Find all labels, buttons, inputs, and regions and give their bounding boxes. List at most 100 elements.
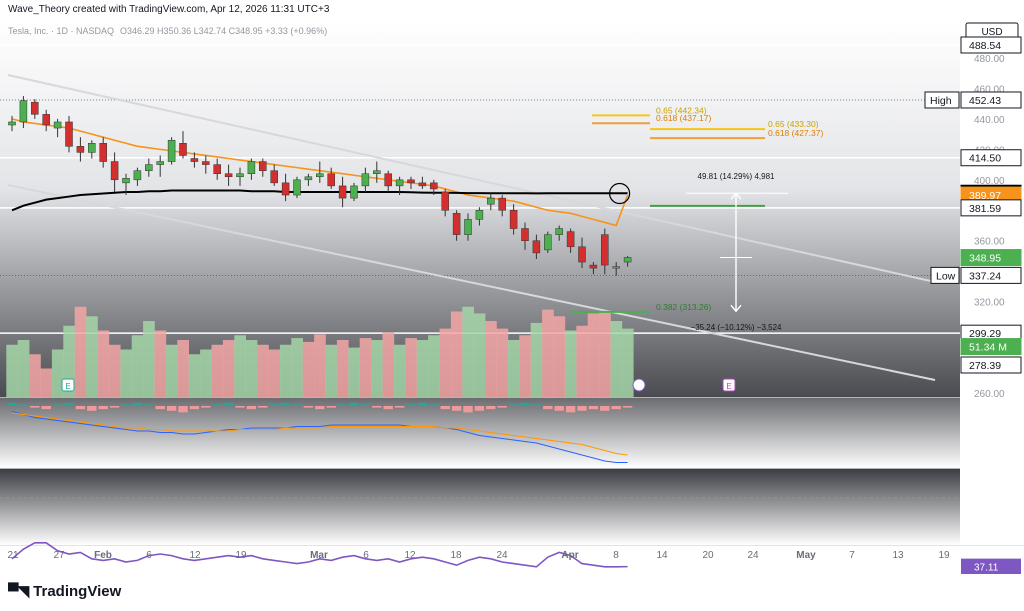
- volume-bar: [610, 321, 623, 397]
- macd-histogram-bar: [121, 404, 131, 406]
- candle-body: [555, 228, 563, 235]
- macd-histogram-bar: [440, 406, 450, 410]
- measure-up-label: 49.81 (14.29%) 4,981: [698, 172, 775, 181]
- candle-body: [498, 197, 506, 211]
- macd-histogram-bar: [520, 402, 530, 406]
- macd-histogram-bar: [292, 404, 302, 406]
- price-label-badge: [960, 338, 1022, 356]
- macd-histogram-bar: [543, 406, 553, 410]
- candle-body: [31, 101, 39, 115]
- date-tick: 12: [404, 550, 416, 561]
- candle-body: [509, 210, 518, 229]
- arrow-head-down: [730, 304, 742, 313]
- volume-bar: [428, 335, 440, 397]
- candle-body: [156, 161, 164, 165]
- macd-histogram-bar: [87, 406, 97, 411]
- lightning-icon: [632, 378, 646, 392]
- candle-body: [464, 219, 472, 235]
- price-tick: 440.00: [974, 115, 1005, 126]
- channel-upper-line: [7, 74, 936, 283]
- macd-histogram-bar: [246, 406, 257, 410]
- volume-bar: [473, 313, 486, 397]
- candle-body: [487, 197, 495, 205]
- volume-bar: [599, 311, 611, 397]
- volume-bar: [336, 340, 349, 397]
- volume-bar: [507, 340, 520, 397]
- date-tick: Mar: [310, 550, 328, 561]
- price-label-tag: [930, 266, 960, 284]
- volume-bar: [359, 338, 372, 397]
- macd-histogram-bar: [429, 404, 439, 406]
- tradingview-logo-icon: ▀◥: [8, 583, 29, 600]
- fib-label: 0.65 (442.34): [656, 105, 707, 115]
- macd-histogram-bar: [75, 406, 86, 410]
- price-label-value: 488.54: [969, 40, 1001, 52]
- candle-body: [384, 173, 392, 187]
- symbol-legend: Tesla, Inc. · 1D · NASDAQ O346.29 H350.36…: [8, 26, 327, 36]
- brand-name: TradingView: [33, 582, 122, 600]
- date-tick: 13: [892, 550, 904, 561]
- credit-text: Wave_Theory created with TradingView.com…: [8, 4, 330, 15]
- date-tick: 6: [146, 550, 152, 561]
- price-chart[interactable]: Tesla, Inc. · 1D · NASDAQ O346.29 H350.36…: [0, 20, 1024, 574]
- price-label-badge: [960, 356, 1022, 374]
- candle-body: [327, 173, 335, 187]
- price-label-tag: [924, 91, 960, 109]
- macd-histogram-bar: [303, 406, 314, 408]
- price-tick: 260.00: [974, 389, 1005, 400]
- volume-bar: [462, 306, 474, 397]
- price-label-badge: [960, 199, 1022, 217]
- volume-bar: [576, 325, 588, 397]
- candle-body: [190, 158, 199, 162]
- volume-bar: [496, 328, 509, 397]
- date-tick: 27: [53, 550, 65, 561]
- candlesticks: [8, 96, 632, 276]
- macd-histogram-bar: [497, 406, 507, 408]
- volume-bar: [485, 321, 497, 397]
- candle-body: [99, 143, 107, 162]
- time-axis[interactable]: 21 27 Feb 6 12 19 Mar 6 12 18 24 Apr 8 14 20 24 May 7 13 19: [7, 550, 950, 561]
- candle-body: [532, 240, 541, 254]
- date-tick: Apr: [561, 550, 578, 561]
- chart-header: Wave_Theory created with TradingView.com…: [0, 0, 1024, 20]
- macd-histogram-bar: [531, 404, 542, 406]
- price-label-badge: [960, 149, 1022, 167]
- fib-label: 0.382 (313.26): [656, 302, 711, 312]
- price-label-name: High: [930, 95, 952, 107]
- price-tick: 400.00: [974, 176, 1005, 187]
- rsi-value-label: 37.11: [974, 563, 999, 574]
- macd-histogram-bar: [463, 406, 473, 413]
- candle-body: [167, 139, 176, 162]
- candle-body: [110, 161, 119, 181]
- candle-body: [19, 100, 28, 123]
- price-label-value: 51.34 M: [969, 342, 1007, 354]
- price-label-name: Low: [936, 270, 956, 282]
- sma-line: [11, 189, 628, 212]
- volume-bar: [211, 344, 224, 397]
- volume-bar: [302, 341, 315, 397]
- volume-bar: [564, 330, 577, 397]
- volume-bar: [268, 349, 281, 397]
- volume-bar: [530, 322, 543, 397]
- volume-bar: [405, 338, 417, 397]
- tradingview-logo[interactable]: ▀◥ TradingView: [8, 582, 122, 601]
- volume-bar: [6, 344, 18, 397]
- candle-body: [430, 182, 438, 190]
- volume-bar: [97, 330, 110, 397]
- volume-bar: [553, 316, 566, 397]
- volume-bar: [257, 344, 269, 397]
- candle-body: [475, 210, 484, 220]
- macd-histogram-bar: [486, 406, 496, 410]
- volume-bar: [621, 328, 634, 397]
- macd-histogram-bar: [622, 406, 633, 408]
- macd-histogram-bar: [372, 406, 382, 408]
- date-tick: May: [796, 550, 816, 561]
- volume-bar: [74, 306, 87, 397]
- currency-label: USD: [981, 27, 1002, 38]
- candle-body: [452, 213, 461, 235]
- candle-body: [236, 173, 244, 178]
- volume-bar: [143, 321, 155, 397]
- macd-histogram-bar: [383, 406, 393, 410]
- candle-body: [441, 191, 449, 211]
- macd-histogram-bar: [98, 406, 108, 410]
